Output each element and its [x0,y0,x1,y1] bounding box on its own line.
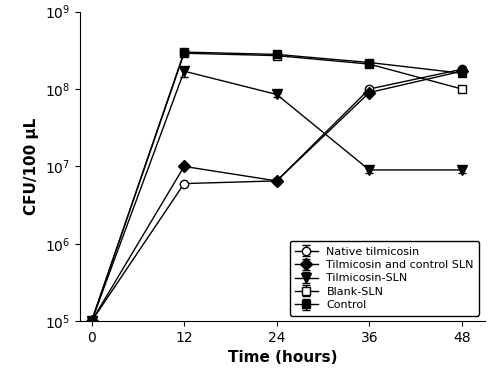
Y-axis label: CFU/100 μL: CFU/100 μL [24,118,40,215]
Legend: Native tilmicosin, Tilmicosin and control SLN, Tilmicosin-SLN, Blank-SLN, Contro: Native tilmicosin, Tilmicosin and contro… [290,241,480,316]
X-axis label: Time (hours): Time (hours) [228,351,337,365]
